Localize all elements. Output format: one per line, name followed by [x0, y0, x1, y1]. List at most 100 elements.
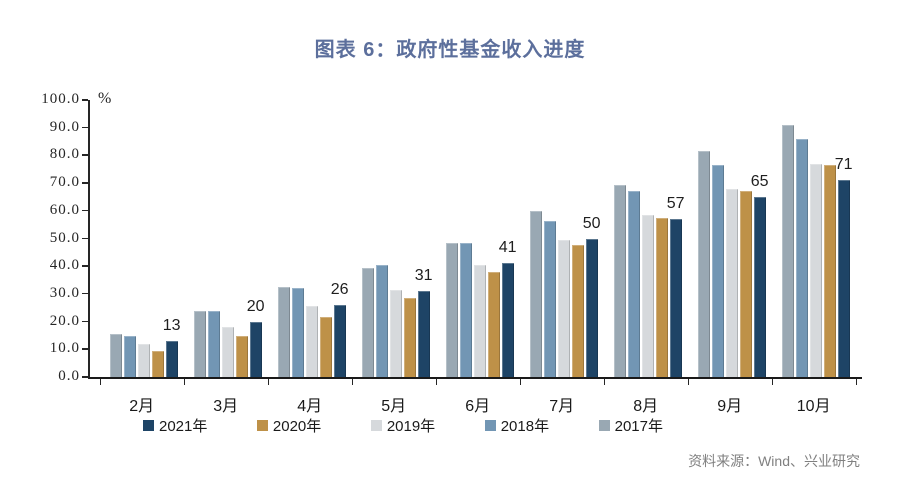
bar-2018年-6月 [459, 242, 472, 377]
bar-2018年-7月 [543, 220, 556, 377]
legend-label: 2021年 [159, 418, 208, 435]
bar-group-2月: 13 [109, 100, 181, 377]
y-axis-tick-label: 100.0 [41, 91, 80, 107]
data-label: 71 [834, 156, 853, 174]
x-axis-tick-mark [183, 379, 186, 385]
x-axis-tick-mark [855, 379, 858, 385]
bar-2019年-8月 [641, 215, 654, 377]
x-axis-label-8月: 8月 [633, 398, 659, 415]
y-axis-tick-label: 40.0 [49, 257, 80, 274]
bar-2019年-6月 [473, 264, 486, 377]
bar-2017年-9月 [697, 151, 710, 377]
bar-2021年-8月 [669, 219, 682, 377]
bar-2018年-5月 [375, 264, 388, 377]
bar-2019年-7月 [557, 239, 570, 377]
data-label: 13 [162, 317, 181, 334]
x-axis-tick-mark [267, 379, 270, 385]
legend-swatch-icon [370, 420, 382, 431]
data-label: 57 [666, 195, 685, 213]
bar-2020年-3月 [235, 335, 248, 377]
y-axis-tick-label: 10.0 [49, 340, 80, 357]
bar-2021年-9月 [753, 196, 766, 377]
data-label: 26 [330, 280, 349, 298]
data-label: 31 [414, 267, 433, 285]
legend-label: 2018年 [500, 418, 550, 435]
legend-item-2021年: 2021年 [143, 415, 207, 436]
y-axis-tick-mark [82, 182, 88, 184]
bar-group-4月: 26 [277, 100, 349, 377]
bar-2020年-10月 [823, 165, 836, 377]
legend-label: 2019年 [386, 418, 436, 435]
bar-2020年-2月 [151, 350, 164, 377]
bar-2020年-8月 [655, 217, 668, 377]
y-axis-tick-label: 20.0 [49, 312, 80, 329]
bar-2018年-3月 [207, 310, 220, 377]
bar-2020年-5月 [403, 298, 416, 377]
x-axis-tick-mark [351, 379, 354, 385]
bar-2018年-10月 [795, 138, 808, 377]
bar-2017年-5月 [361, 267, 374, 377]
bar-2017年-3月 [193, 310, 206, 377]
bar-2021年-5月 [417, 291, 430, 377]
y-axis-tick-label: 0.0 [58, 368, 80, 384]
plot-area: 13 20 26 31 41 50 57 65 71 [88, 100, 862, 379]
x-axis-tick-mark [771, 379, 774, 385]
bar-2017年-10月 [781, 124, 794, 377]
bar-2018年-8月 [627, 191, 640, 377]
legend-item-2020年: 2020年 [256, 415, 322, 436]
x-axis-label-6月: 6月 [465, 398, 491, 415]
bar-2019年-9月 [725, 188, 738, 377]
y-axis-tick-label: 80.0 [49, 146, 80, 163]
data-label: 41 [498, 239, 517, 257]
x-axis-tick-mark [603, 379, 606, 385]
legend-item-2018年: 2018年 [484, 415, 550, 436]
y-axis-tick-mark [82, 292, 88, 295]
y-axis-tick-mark [82, 376, 88, 378]
y-axis-tick-mark [82, 209, 88, 212]
y-axis-tick-mark [82, 348, 88, 350]
y-axis-tick-mark [82, 237, 88, 240]
y-axis-tick-mark [82, 99, 88, 101]
data-label: 20 [246, 297, 265, 315]
x-axis-label-7月: 7月 [549, 398, 575, 415]
y-axis-tick-mark [82, 265, 88, 267]
bar-2017年-8月 [613, 184, 626, 377]
legend-item-2019年: 2019年 [370, 415, 436, 436]
legend-swatch-icon [598, 420, 610, 431]
bar-2017年-6月 [445, 242, 458, 377]
legend-swatch-icon [143, 420, 154, 431]
bar-2018年-9月 [711, 165, 724, 377]
y-axis-tick-label: 60.0 [49, 201, 80, 218]
y-axis-tick-label: 70.0 [49, 174, 80, 191]
legend: 2021年 2020年 2019年 2018年 2017年 [143, 415, 663, 436]
data-label: 50 [582, 214, 601, 232]
y-axis-tick-mark [82, 126, 88, 129]
bar-2020年-6月 [487, 271, 500, 377]
x-axis-label-3月: 3月 [213, 398, 239, 415]
bar-group-8月: 57 [613, 100, 685, 377]
bar-2020年-7月 [571, 245, 584, 377]
x-axis-label-10月: 10月 [796, 398, 831, 415]
bar-group-10月: 71 [781, 100, 853, 377]
y-axis-tick-label: 30.0 [49, 284, 80, 301]
bar-2019年-2月 [137, 343, 150, 377]
bar-2018年-2月 [123, 335, 136, 377]
bar-2019年-4月 [305, 306, 318, 377]
legend-item-2017年: 2017年 [598, 415, 663, 436]
bar-2021年-3月 [249, 321, 262, 377]
legend-label: 2020年 [272, 418, 322, 435]
x-axis-tick-mark [99, 379, 102, 385]
y-axis-tick-label: 50.0 [49, 229, 80, 246]
bar-2020年-4月 [319, 317, 332, 377]
bar-2021年-6月 [501, 263, 514, 377]
bar-2021年-2月 [165, 341, 178, 377]
bar-2021年-7月 [585, 238, 598, 377]
y-axis-tick-mark [82, 154, 88, 156]
data-label: 65 [750, 172, 769, 190]
x-axis-label-4月: 4月 [297, 398, 323, 415]
x-axis-tick-mark [519, 379, 522, 385]
bar-group-3月: 20 [193, 100, 265, 377]
y-axis-tick-mark [82, 320, 88, 323]
x-axis-tick-mark [687, 379, 690, 385]
legend-label: 2017年 [614, 418, 663, 435]
